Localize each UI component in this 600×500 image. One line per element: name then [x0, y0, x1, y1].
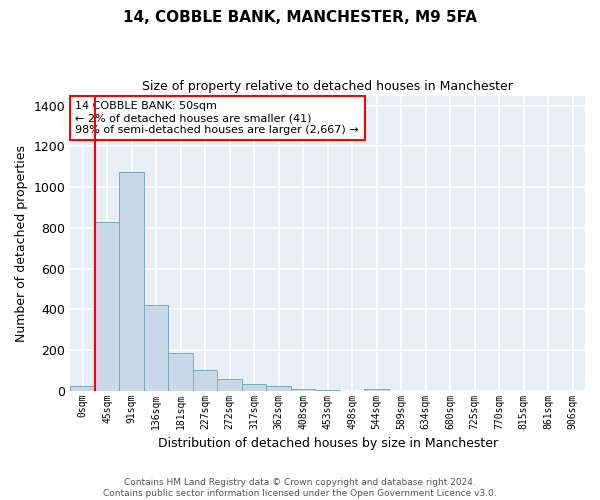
Bar: [144, 305, 169, 390]
Text: 14, COBBLE BANK, MANCHESTER, M9 5FA: 14, COBBLE BANK, MANCHESTER, M9 5FA: [123, 10, 477, 25]
Bar: [217, 379, 242, 390]
Title: Size of property relative to detached houses in Manchester: Size of property relative to detached ho…: [142, 80, 513, 93]
Text: 14 COBBLE BANK: 50sqm
← 2% of detached houses are smaller (41)
98% of semi-detac: 14 COBBLE BANK: 50sqm ← 2% of detached h…: [76, 102, 359, 134]
Bar: [291, 389, 316, 390]
Bar: [266, 386, 291, 390]
Y-axis label: Number of detached properties: Number of detached properties: [15, 144, 28, 342]
Bar: [95, 222, 119, 390]
Text: Contains HM Land Registry data © Crown copyright and database right 2024.
Contai: Contains HM Land Registry data © Crown c…: [103, 478, 497, 498]
Bar: [364, 388, 389, 390]
Bar: [70, 386, 95, 390]
Bar: [193, 370, 217, 390]
Bar: [119, 172, 144, 390]
X-axis label: Distribution of detached houses by size in Manchester: Distribution of detached houses by size …: [158, 437, 498, 450]
Bar: [169, 353, 193, 391]
Bar: [242, 384, 266, 390]
